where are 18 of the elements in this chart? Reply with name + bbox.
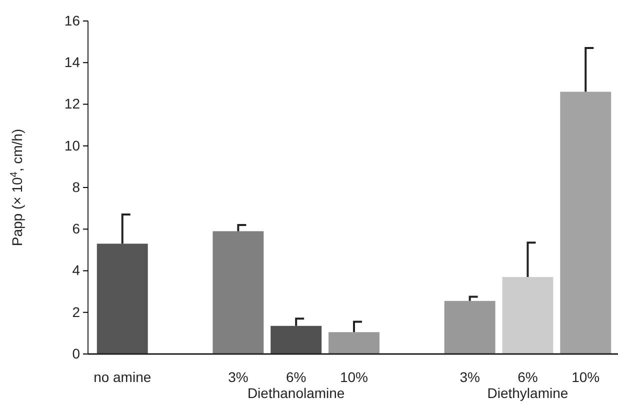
y-tick-label: 16 bbox=[64, 12, 80, 28]
text: Diethylamine bbox=[487, 385, 568, 401]
y-tick-label: 10 bbox=[64, 137, 80, 154]
x-tick-label: 3% bbox=[228, 369, 248, 385]
y-tick-label: 12 bbox=[64, 96, 80, 112]
x-tick-label: no amine bbox=[94, 369, 152, 385]
y-tick-label: 8 bbox=[72, 178, 80, 195]
y-tick-label: 4 bbox=[72, 262, 80, 278]
x-tick-label: 6% bbox=[286, 369, 306, 385]
y-tick-label: 14 bbox=[64, 54, 80, 70]
y-tick-label: 2 bbox=[72, 304, 80, 320]
x-tick-label: 10% bbox=[340, 369, 368, 385]
text: Diethanolamine bbox=[247, 385, 345, 401]
y-tick-label: 0 bbox=[72, 345, 80, 362]
y-tick-label: 6 bbox=[72, 220, 80, 237]
x-tick-label: 3% bbox=[460, 369, 480, 385]
x-tick-label: 6% bbox=[518, 369, 538, 385]
x-tick-label: 10% bbox=[572, 369, 600, 385]
